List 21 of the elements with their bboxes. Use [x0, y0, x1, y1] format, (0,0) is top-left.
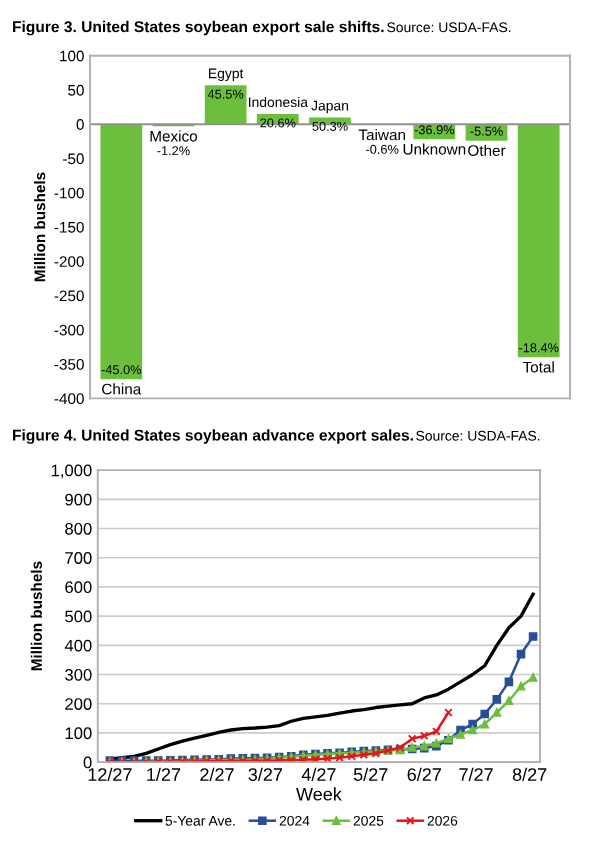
- y-tick-label: 300: [65, 668, 92, 681]
- y-tick-label: 800: [65, 522, 92, 535]
- x-tick-label: 1/27: [147, 767, 181, 781]
- x-tick-label: 2/27: [200, 767, 234, 781]
- x-tick-label: 7/27: [459, 767, 493, 781]
- y-tick-label: 900: [65, 493, 92, 506]
- x-tick-label: 5/27: [353, 767, 388, 781]
- x-tick-label: 4/27: [301, 767, 336, 781]
- y-tick-label: 700: [65, 552, 92, 564]
- x-tick-label: 8/27: [512, 767, 547, 781]
- y-tick-label: 0: [83, 756, 92, 769]
- x-tick-label: 3/27: [248, 767, 283, 781]
- y-tick-label: 600: [65, 581, 92, 594]
- y-tick-label: 200: [65, 698, 92, 710]
- x-axis-title: Week: [296, 787, 342, 801]
- y-tick-label: 400: [64, 639, 92, 652]
- x-tick-label: 12/27: [88, 767, 132, 781]
- y-tick-label: 500: [65, 610, 92, 623]
- x-tick-label: 6/27: [407, 767, 441, 781]
- y-tick-label: 100: [65, 727, 92, 740]
- y-tick-label: 1,000: [51, 464, 92, 479]
